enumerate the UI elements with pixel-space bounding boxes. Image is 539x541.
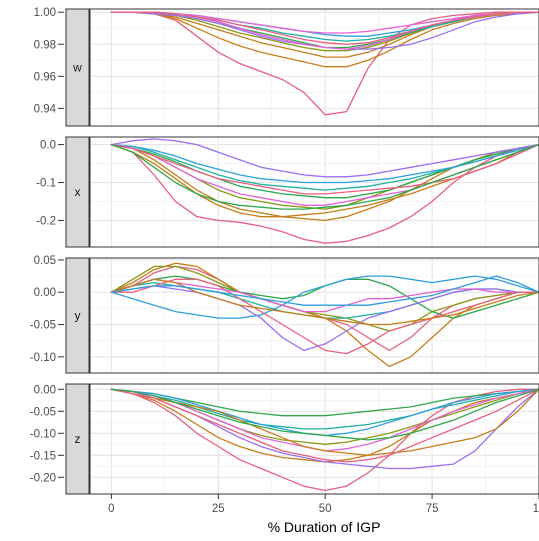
series-line-x-3 — [110, 143, 539, 199]
series-line-x-0 — [110, 143, 539, 244]
series-line-x-5 — [110, 143, 539, 184]
series-line-z-0 — [110, 388, 539, 492]
x-tick-label: 10 — [533, 503, 539, 515]
series-line-y-2 — [110, 265, 539, 332]
facet-strip — [65, 383, 90, 495]
facet-label: y — [75, 309, 81, 323]
series-line-z-9 — [110, 388, 539, 463]
panel-border — [89, 136, 539, 248]
x-tick-label: 0 — [108, 503, 114, 515]
y-tick-label: -0.2 — [36, 215, 56, 227]
series-line-z-8 — [110, 388, 539, 456]
x-tick-label: 25 — [212, 503, 225, 515]
y-tick-label: -0.20 — [30, 472, 56, 484]
series-line-y-9 — [110, 278, 539, 326]
series-line-w-10 — [110, 11, 539, 45]
series-line-y-8 — [110, 278, 539, 355]
panel-border — [89, 8, 539, 127]
series-line-y-10 — [110, 275, 539, 306]
panel-w: 0.94 0.96 0.98 1.00 w — [34, 7, 539, 127]
series-line-y-5 — [110, 275, 539, 319]
panel-z: -0.20 -0.15 -0.10 -0.05 0.00 z — [30, 383, 539, 495]
panel-y: -0.10 -0.05 0.00 0.05 y — [30, 255, 539, 374]
facet-strip — [65, 136, 90, 248]
series-line-z-3 — [110, 388, 539, 417]
y-tick-label: 0.96 — [34, 71, 56, 83]
y-tick-label: 0.0 — [40, 140, 56, 152]
panel-border — [89, 383, 539, 495]
y-tick-label: 1.00 — [34, 7, 56, 19]
panel-border — [89, 257, 539, 374]
x-tick-label: 75 — [426, 503, 439, 515]
panel-x: -0.2 -0.1 0.0 x — [36, 136, 539, 248]
y-tick-label: 0.98 — [34, 39, 56, 51]
series-line-x-6 — [110, 138, 539, 178]
y-tick-label: -0.15 — [30, 450, 56, 462]
facet-strip — [65, 8, 90, 127]
y-tick-label: -0.05 — [30, 320, 56, 332]
facet-label: z — [75, 432, 81, 446]
series-line-x-10 — [110, 143, 539, 210]
series-line-z-4 — [110, 388, 539, 430]
facet-label: w — [72, 61, 82, 75]
y-tick-label: -0.05 — [30, 406, 56, 418]
y-tick-label: 0.00 — [34, 384, 56, 396]
y-tick-label: -0.10 — [30, 352, 56, 364]
facet-strip — [65, 257, 90, 374]
series-line-z-10 — [110, 388, 539, 441]
y-tick-label: 0.05 — [34, 255, 56, 267]
y-tick-label: 0.94 — [34, 103, 57, 115]
x-tick-label: 50 — [319, 503, 332, 515]
y-tick-label: -0.10 — [30, 428, 56, 440]
y-tick-label: -0.1 — [36, 178, 56, 190]
y-tick-label: 0.00 — [34, 287, 56, 299]
series-line-x-9 — [110, 143, 539, 195]
facet-label: x — [75, 185, 81, 199]
series-line-y-6 — [110, 285, 539, 352]
series-line-w-0 — [110, 11, 539, 116]
series-line-w-1 — [110, 11, 539, 68]
x-axis-title: % Duration of IGP — [268, 519, 381, 535]
series-line-y-7 — [110, 278, 539, 313]
